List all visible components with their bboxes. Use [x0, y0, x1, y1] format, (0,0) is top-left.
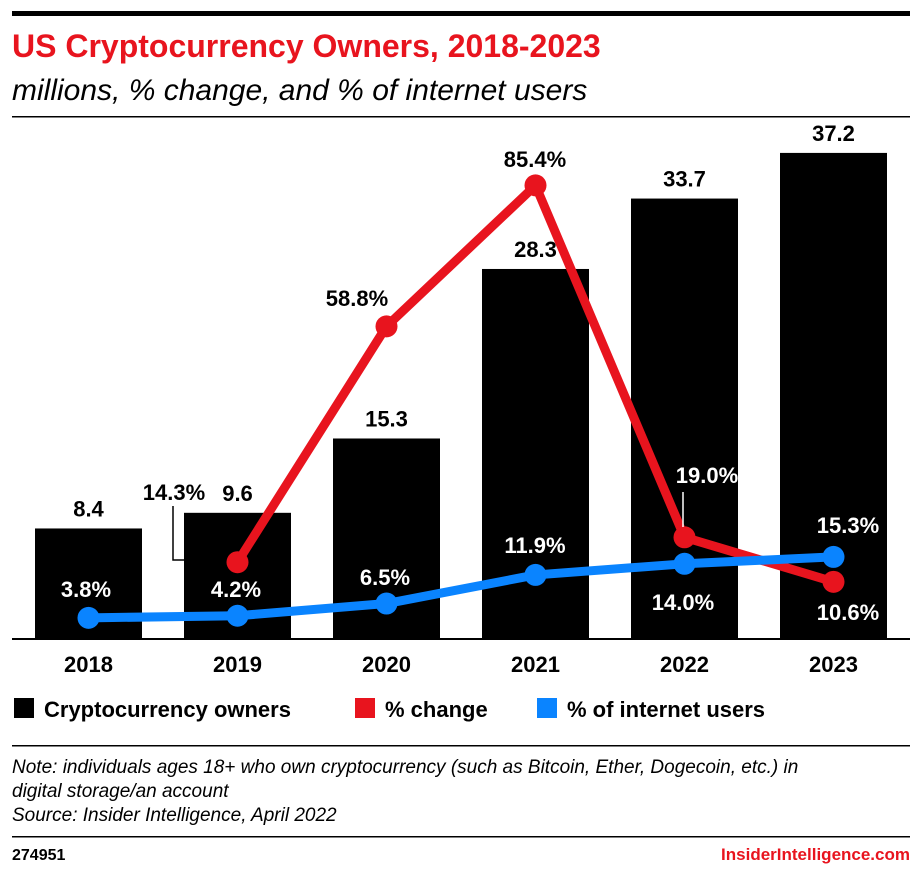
line-point [226, 551, 249, 574]
footer-bottom-rule [12, 836, 910, 838]
line-point [524, 174, 547, 197]
bar-value-label: 8.4 [73, 496, 104, 521]
pct-change-label: 14.3% [143, 480, 205, 505]
footer-note-line1: Note: individuals ages 18+ who own crypt… [12, 757, 798, 778]
brand-logo-text: InsiderIntelligence.com [721, 845, 910, 864]
line-point [673, 552, 696, 575]
legend-label-owners: Cryptocurrency owners [44, 697, 291, 722]
bar-value-label: 33.7 [663, 167, 706, 192]
line-point [77, 606, 100, 629]
chart-title: US Cryptocurrency Owners, 2018-2023 [12, 28, 601, 64]
legend-swatch-internet [537, 698, 557, 718]
pct-internet-label: 4.2% [211, 577, 261, 602]
legend-swatch-owners [14, 698, 34, 718]
footer-note-line2: digital storage/an account [12, 781, 229, 802]
line-point [375, 592, 398, 615]
legend-label-internet: % of internet users [567, 697, 765, 722]
pct-internet-label: 14.0% [652, 590, 714, 615]
x-axis-line [12, 638, 910, 640]
x-tick-label: 2022 [660, 652, 709, 677]
title-rule [12, 116, 910, 118]
top-rule [12, 11, 910, 16]
legend-label-change: % change [385, 697, 488, 722]
pct-change-label: 19.0% [676, 463, 738, 488]
pct-internet-label: 3.8% [61, 577, 111, 602]
bar-value-label: 9.6 [222, 481, 253, 506]
chart-subtitle: millions, % change, and % of internet us… [12, 74, 587, 107]
x-tick-label: 2021 [511, 652, 560, 677]
pct-internet-label: 6.5% [360, 565, 410, 590]
x-tick-label: 2020 [362, 652, 411, 677]
x-tick-label: 2019 [213, 652, 262, 677]
pct-change-label: 10.6% [817, 600, 879, 625]
bar-value-label: 28.3 [514, 237, 557, 262]
footer-rule [12, 745, 910, 747]
line-point [822, 545, 845, 568]
pct-change-label: 58.8% [326, 286, 388, 311]
x-tick-label: 2018 [64, 652, 113, 677]
bar-value-label: 15.3 [365, 406, 408, 431]
chart-id: 274951 [12, 847, 65, 864]
pct-internet-label: 15.3% [817, 513, 879, 538]
line-pct-internet-users [88, 552, 834, 623]
x-tick-label: 2023 [809, 652, 858, 677]
legend-swatch-change [355, 698, 375, 718]
line-point [226, 604, 249, 627]
bar-value-label: 37.2 [812, 121, 855, 146]
line-point [673, 526, 696, 549]
footer-source: Source: Insider Intelligence, April 2022 [12, 805, 337, 826]
pct-internet-label: 11.9% [504, 533, 565, 558]
line-point [524, 563, 547, 586]
line-point [822, 570, 845, 593]
pct-change-label: 85.4% [504, 147, 566, 172]
line-point [375, 315, 398, 338]
leader-line [172, 506, 226, 561]
